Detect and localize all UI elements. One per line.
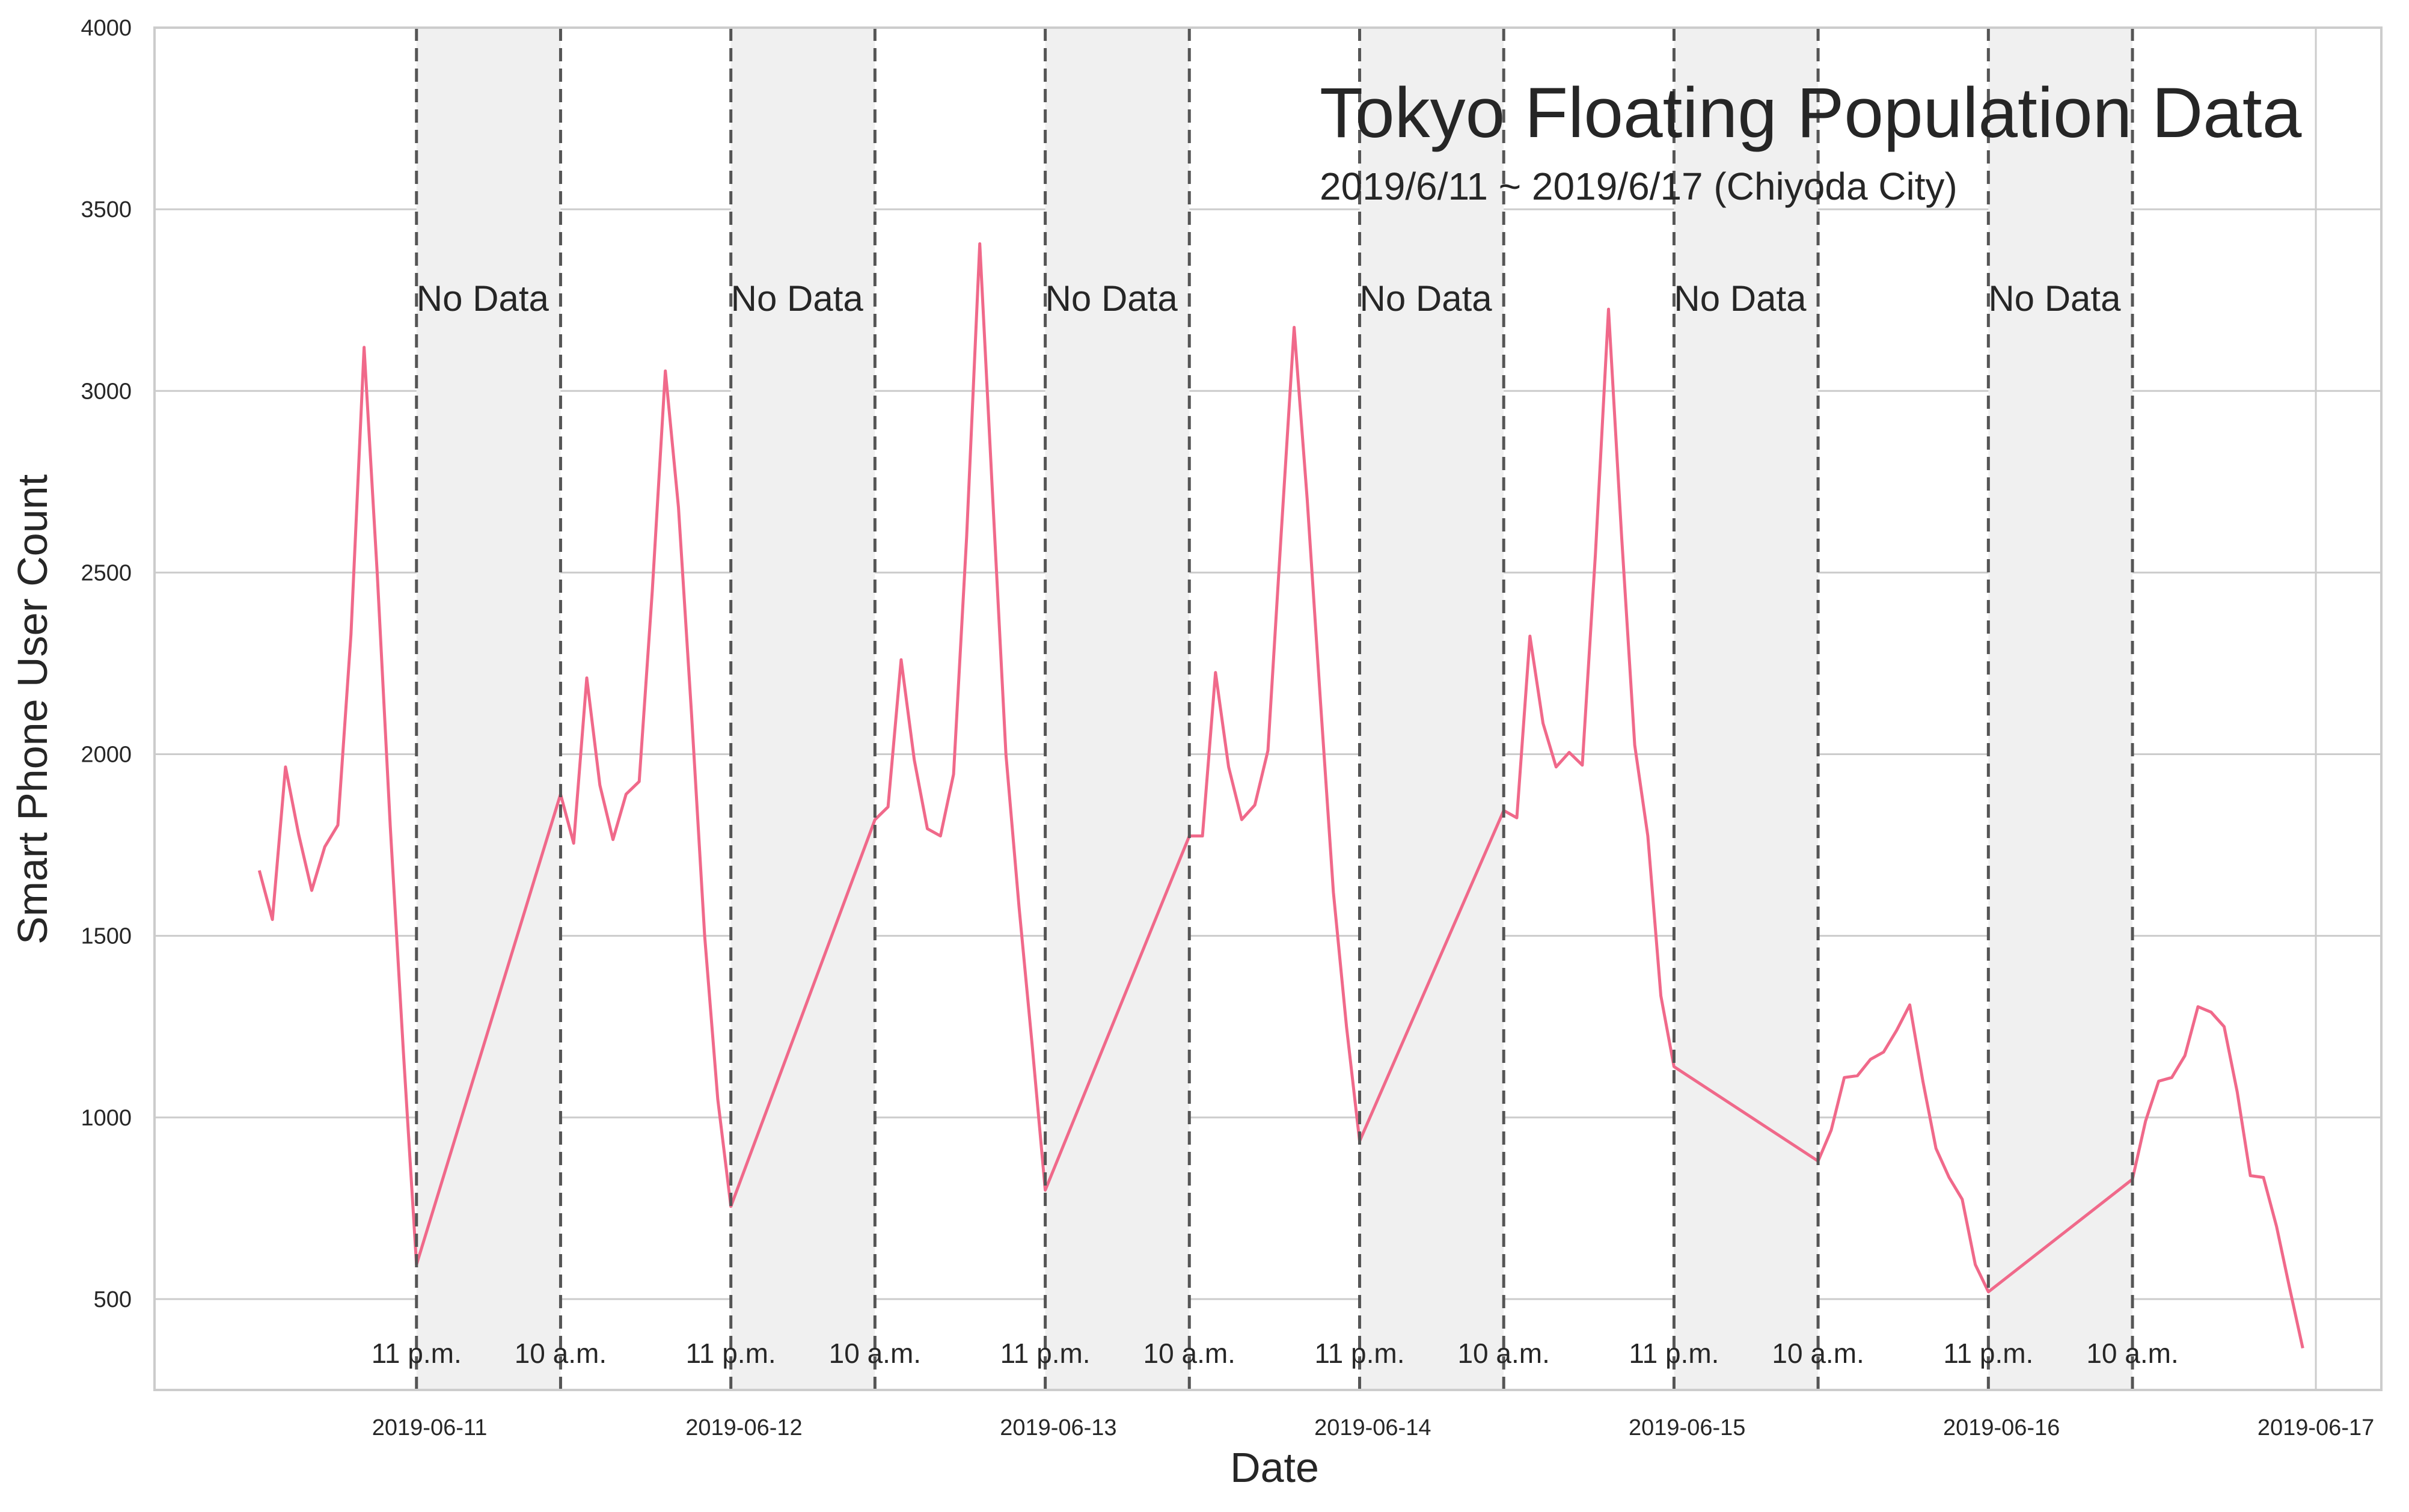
no-data-band [1674,28,1819,1390]
no-data-end-label: 10 a.m. [2086,1338,2178,1369]
no-data-end-label: 10 a.m. [829,1338,921,1369]
y-tick-label: 500 [94,1287,132,1312]
chart-subtitle: 2019/6/11 ~ 2019/6/17 (Chiyoda City) [1320,165,1958,208]
no-data-markers: No Data 11 p.m. 10 a.m. No Data 11 p.m. 10 a.… [372,28,2179,1390]
no-data-label: No Data [1674,278,1807,319]
x-tick-label: 2019-06-15 [1629,1415,1745,1440]
x-tick-label: 2019-06-12 [685,1415,802,1440]
x-tick-label: 2019-06-16 [1943,1415,2060,1440]
no-data-end-label: 10 a.m. [1457,1338,1549,1369]
no-data-band [730,28,875,1390]
no-data-band [1988,28,2133,1390]
no-data-start-label: 11 p.m. [1943,1338,2033,1369]
y-tick-labels: 500 1000 1500 2000 2500 3000 3500 4000 [81,16,132,1312]
y-tick-label: 3000 [81,379,132,404]
no-data-start-label: 11 p.m. [686,1338,776,1369]
plot-frame [153,26,2383,1391]
chart-title: Tokyo Floating Population Data [1320,73,2302,153]
x-tick-label: 2019-06-14 [1314,1415,1431,1440]
series-lines [257,242,2304,1349]
no-data-end-label: 10 a.m. [1772,1338,1864,1369]
x-tick-label: 2019-06-13 [1000,1415,1116,1440]
no-data-end-label: 10 a.m. [515,1338,607,1369]
y-tick-label: 1000 [81,1106,132,1131]
x-tick-label: 2019-06-17 [2257,1415,2374,1440]
no-data-end-label: 10 a.m. [1143,1338,1235,1369]
no-data-label: No Data [1045,278,1178,319]
y-tick-label: 4000 [81,16,132,41]
no-data-bands [416,28,2133,1390]
x-tick-label: 2019-06-11 [372,1415,488,1440]
no-data-label: No Data [417,278,549,319]
y-tick-label: 2500 [81,560,132,586]
no-data-band [1045,28,1190,1390]
no-data-label: No Data [1988,278,2121,319]
no-data-start-label: 11 p.m. [1315,1338,1405,1369]
no-data-label: No Data [1360,278,1493,319]
no-data-band [416,28,561,1390]
y-tick-label: 3500 [81,197,132,222]
x-tick-labels: 2019-06-11 2019-06-12 2019-06-13 2019-06-14… [372,1415,2374,1440]
no-data-start-label: 11 p.m. [1629,1338,1719,1369]
no-data-band [1359,28,1504,1390]
y-tick-label: 2000 [81,742,132,768]
no-data-start-label: 11 p.m. [1000,1338,1091,1369]
no-data-label: No Data [731,278,864,319]
y-tick-label: 1500 [81,924,132,949]
x-axis-label: Date [1230,1444,1319,1491]
series-line [257,242,2304,1349]
y-axis-label: Smart Phone User Count [9,474,56,944]
no-data-start-label: 11 p.m. [372,1338,462,1369]
